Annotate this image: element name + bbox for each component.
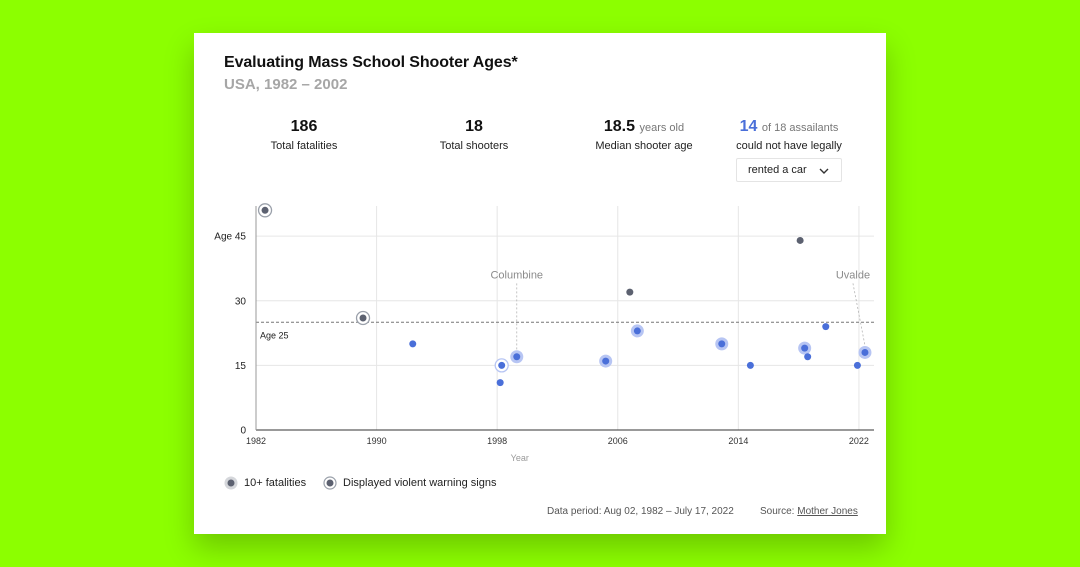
chart-points	[257, 203, 872, 387]
stat-median-label: Median shooter age	[595, 140, 693, 152]
chart-grid	[256, 206, 874, 430]
source-prefix: Source:	[760, 506, 795, 517]
chart-subtitle: USA, 1982 – 2002	[224, 76, 348, 93]
stat-median-age: 18.5 years old Median shooter age	[559, 118, 729, 152]
stat-assailants-value: 14	[739, 118, 758, 135]
stat-assailants-suffix: of 18 assailants	[761, 122, 839, 134]
stat-assailants: 14 of 18 assailants could not have legal…	[704, 118, 874, 152]
data-point	[409, 340, 417, 348]
annotation-connector	[852, 283, 866, 346]
stat-fatalities-label: Total fatalities	[270, 140, 338, 152]
x-tick-label: 1982	[246, 436, 266, 446]
stat-assailants-label: could not have legally	[736, 140, 842, 152]
point-dot	[804, 353, 812, 361]
point-dot	[633, 327, 641, 335]
y-tick-label: 30	[235, 296, 247, 307]
data-point	[715, 337, 729, 351]
point-dot	[498, 361, 506, 369]
point-dot	[796, 236, 804, 244]
legend-item-warning: Displayed violent warning signs	[323, 476, 496, 490]
scatter-chart: Age 25 1982 1990 1998 2006 2014 2022 0 15 30 Age …	[214, 203, 874, 463]
annotation-label: Uvalde	[836, 269, 870, 281]
stat-median-value: 18.5	[603, 118, 636, 135]
data-point	[853, 361, 861, 369]
point-dot	[602, 357, 610, 365]
y-tick-label: Age 45	[214, 232, 246, 243]
point-dot	[718, 340, 726, 348]
point-dot	[861, 348, 869, 356]
data-point	[496, 379, 504, 387]
x-tick-label: 1990	[367, 436, 387, 446]
data-period: Data period: Aug 02, 1982 – July 17, 202…	[547, 506, 734, 517]
y-tick-label: 15	[235, 361, 247, 372]
data-point	[257, 203, 273, 218]
criteria-dropdown[interactable]: rented a car	[736, 158, 842, 182]
stat-median-suffix: years old	[639, 122, 685, 134]
point-dot	[746, 361, 754, 369]
chart-annotations: Columbine Uvalde	[490, 269, 870, 350]
data-point	[510, 350, 524, 364]
point-dot	[409, 340, 417, 348]
y-tick-label: 0	[240, 426, 246, 437]
data-point	[494, 358, 509, 373]
point-dot	[496, 379, 504, 387]
data-point	[630, 324, 644, 338]
source-link[interactable]: Mother Jones	[797, 506, 858, 517]
reference-line-label: Age 25	[260, 330, 289, 340]
chart-card: Evaluating Mass School Shooter Ages* USA…	[194, 33, 886, 534]
legend-item-fatalities: 10+ fatalities	[224, 476, 306, 490]
stat-shooters: 18 Total shooters	[389, 118, 559, 152]
x-tick-label: 2014	[728, 436, 748, 446]
annotation-label: Columbine	[490, 269, 543, 281]
chart-axes: 1982 1990 1998 2006 2014 2022 0 15 30 Age 45 Year	[214, 206, 874, 463]
point-dot	[853, 361, 861, 369]
legend-tenplus-icon	[224, 476, 238, 490]
data-point	[858, 345, 872, 359]
point-dot	[261, 206, 269, 214]
x-tick-label: 1998	[487, 436, 507, 446]
chart-title: Evaluating Mass School Shooter Ages*	[224, 54, 518, 71]
x-tick-label: 2022	[849, 436, 869, 446]
legend-warning-icon	[323, 476, 337, 490]
data-point	[804, 353, 812, 361]
data-point	[798, 341, 812, 355]
point-dot	[513, 353, 521, 361]
data-point	[626, 288, 634, 296]
data-point	[599, 354, 613, 368]
legend-fatalities-label: 10+ fatalities	[244, 477, 307, 489]
x-tick-label: 2006	[608, 436, 628, 446]
data-point	[746, 361, 754, 369]
criteria-dropdown-value: rented a car	[748, 164, 807, 176]
point-dot	[626, 288, 634, 296]
reference-line: Age 25	[256, 321, 874, 340]
data-point	[355, 310, 371, 326]
stat-fatalities-value: 186	[290, 118, 318, 135]
point-dot	[801, 344, 809, 352]
point-dot	[822, 323, 830, 331]
x-axis-label: Year	[511, 453, 529, 463]
stat-fatalities: 186 Total fatalities	[219, 118, 389, 152]
stat-shooters-value: 18	[465, 118, 483, 135]
chevron-down-icon	[819, 161, 829, 190]
data-point	[822, 323, 830, 331]
legend-warning-label: Displayed violent warning signs	[343, 477, 497, 489]
stat-shooters-label: Total shooters	[439, 140, 509, 152]
data-point	[796, 236, 804, 244]
source-credit: Source: Mother Jones	[760, 506, 858, 517]
point-dot	[359, 314, 367, 322]
